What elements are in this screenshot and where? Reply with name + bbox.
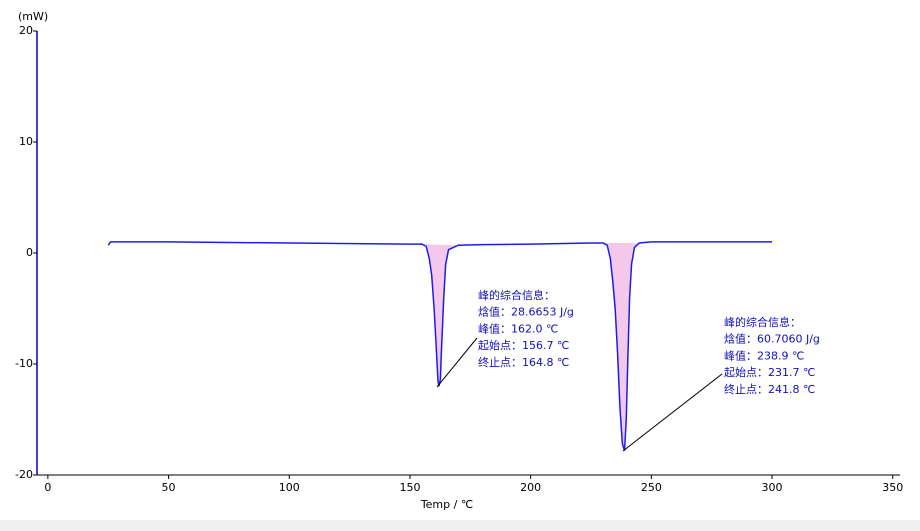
annotation-text: 峰的综合信息： [724,315,801,329]
leader-line [622,373,723,452]
series-line [107,241,773,451]
annotation-text: 起始点：231.7 ℃ [724,365,815,379]
annotation-text: 峰值：162.0 ℃ [478,322,558,335]
y-axis-label: (mW) [18,10,48,23]
leader-line [436,337,478,388]
y-tick-label: -10 [15,357,33,370]
annotation-text: 峰值：238.9 ℃ [724,349,804,362]
y-tick-label: 10 [19,135,33,148]
x-tick-label: 150 [399,481,420,494]
annotation-text: 焓值：60.7060 J/g [724,332,820,346]
x-axis-label: Temp / ℃ [420,498,473,511]
annotation-text: 峰的综合信息： [478,288,555,302]
x-tick-label: 50 [162,481,176,494]
status-strip [0,520,920,531]
x-tick-label: 300 [762,481,783,494]
x-tick-label: 350 [882,481,903,494]
y-tick-label: -20 [15,468,33,481]
annotation-text: 起始点：156.7 ℃ [478,338,569,352]
peak-fill [603,243,640,451]
x-tick-label: 100 [279,481,300,494]
x-tick-label: 0 [44,481,51,494]
x-tick-label: 250 [641,481,662,494]
annotation-text: 终止点：241.8 ℃ [724,382,815,396]
x-tick-label: 200 [520,481,541,494]
y-tick-label: 20 [19,24,33,37]
peak-fill [422,244,459,387]
annotation-text: 焓值：28.6653 J/g [478,305,574,319]
y-tick-label: 0 [26,246,33,259]
annotation-text: 终止点：164.8 ℃ [478,355,569,369]
